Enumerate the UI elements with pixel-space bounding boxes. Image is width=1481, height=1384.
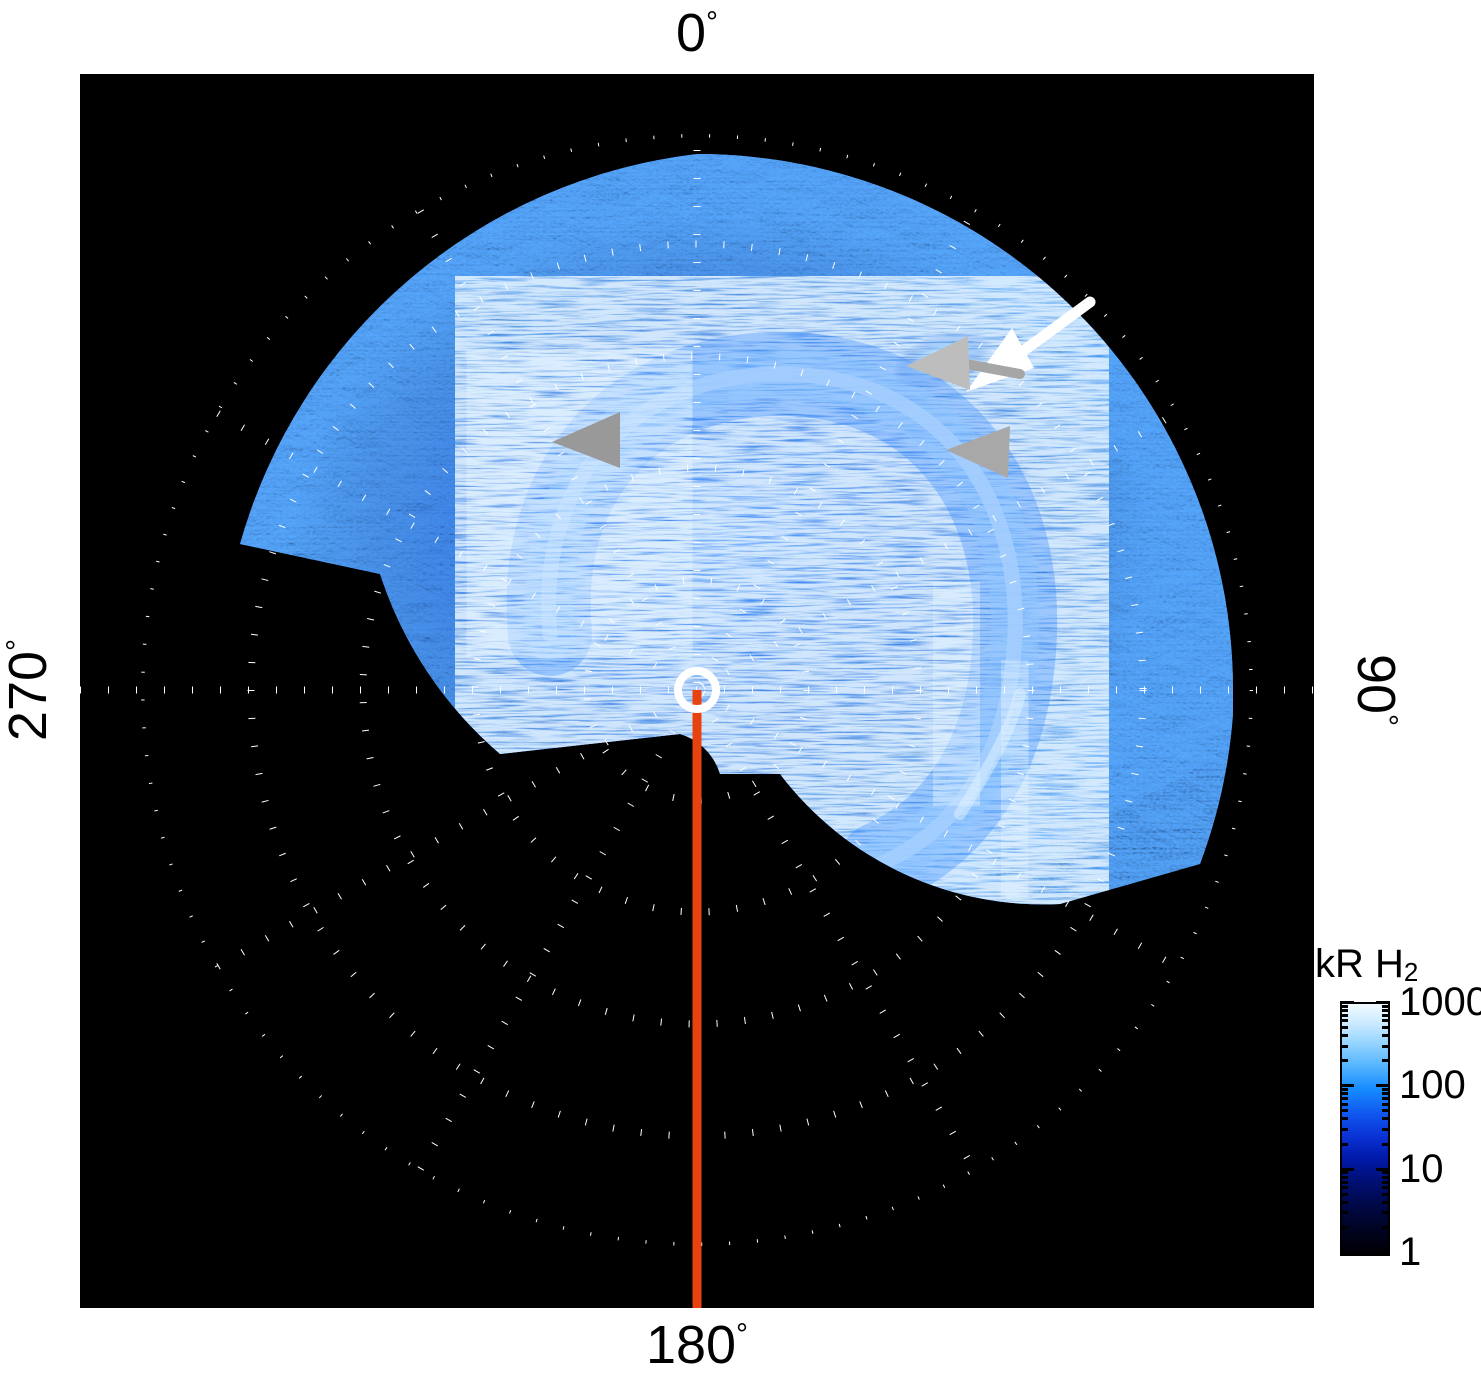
colorbar-title-main: kR H [1315,942,1404,986]
gray-arrowhead-marker [946,426,1010,478]
degree-symbol: ° [706,6,719,39]
colorbar-title: kR H2 [1315,944,1418,985]
axis-label-right: 90° [1346,600,1406,780]
degree-symbol: ° [736,1318,749,1351]
axis-label-left: 270° [0,600,58,780]
colorbar: kR H2 1 10 100 1000 [1313,944,1481,1324]
grid-latitude-circle [471,464,923,916]
colorbar-tick-label: 1000 [1399,980,1481,1024]
gray-arrow-marker [906,336,1025,390]
colorbar-tick-label: 10 [1399,1146,1444,1191]
colorbar-title-subscript: 2 [1403,957,1419,987]
white-arrow-marker [966,296,1096,392]
axis-label-top-value: 0 [675,3,707,63]
polar-plot-canvas [80,134,1314,1308]
grid-latitude-circle [359,352,1035,1028]
axis-label-top: 0° [0,6,1394,60]
axis-label-bottom: 180° [0,1318,1394,1372]
colorbar-tick-label: 100 [1399,1063,1466,1108]
degree-symbol: ° [1,638,34,651]
grid-latitude-circle [583,576,811,804]
degree-symbol: ° [1370,714,1403,727]
polar-plot-area [80,74,1314,1308]
colorbar-tick-label: 1 [1399,1230,1422,1274]
axis-label-left-value: 270 [0,650,58,742]
axis-label-bottom-value: 180 [645,1315,737,1375]
pole-marker-icon [674,667,720,713]
limb-brightening [996,685,1034,873]
gray-triangle-marker [552,412,620,468]
axis-label-right-value: 90 [1346,653,1406,715]
